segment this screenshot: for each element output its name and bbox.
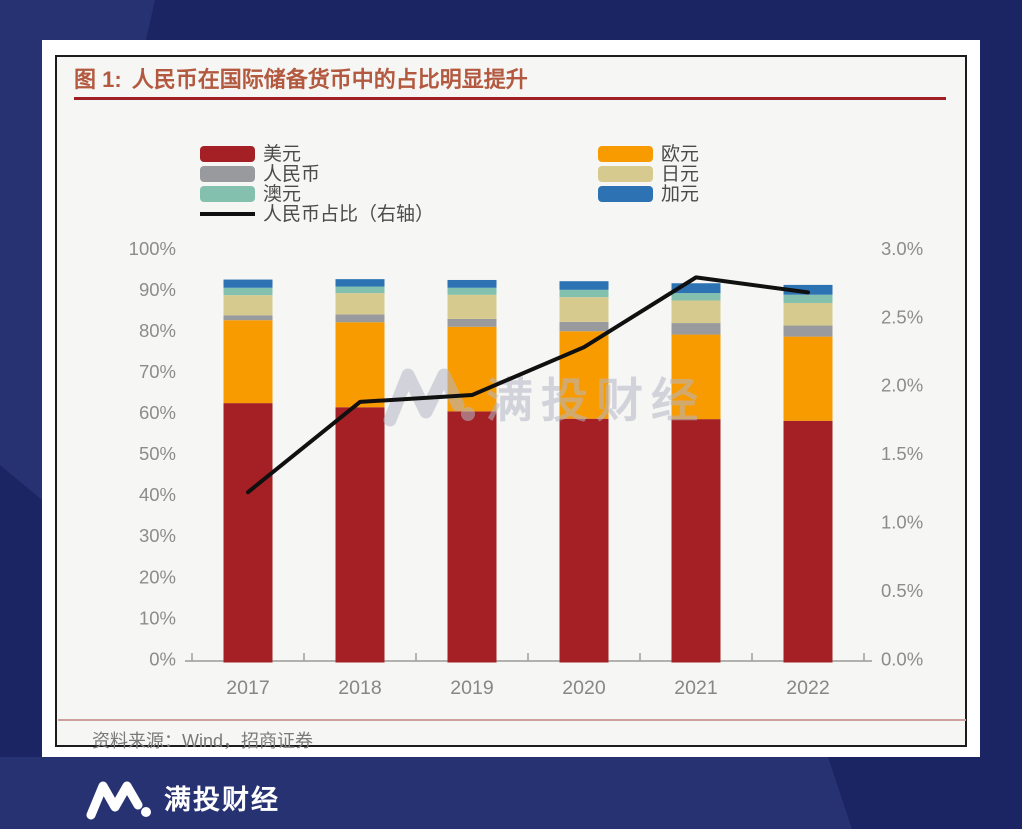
bar-segment-cad-2021 [671, 283, 721, 294]
bar-segment-rmb-2019 [447, 318, 497, 327]
bar-segment-jpy-2019 [447, 294, 497, 319]
legend-item-aud: 澳元 [200, 184, 301, 204]
bar-segment-usd-2021 [671, 419, 721, 663]
left-axis-tick-label: 30% [139, 525, 176, 546]
chart: 满投财经 100% 90% 80% 70% 60% 50% 40% 30% 20% 10% 0% 3.0… [129, 238, 924, 699]
legend-color-swatch [200, 166, 255, 182]
brand-name: 满投财经 [164, 784, 280, 815]
source-divider-line [58, 719, 966, 721]
x-axis-category-label: 2020 [562, 677, 606, 699]
figure-title-row: 图 1: 人民币在国际储备货币中的占比明显提升 [74, 62, 528, 94]
bar-segment-jpy-2020 [559, 297, 609, 322]
bar-segment-cad-2018 [335, 279, 385, 287]
line-series-rmb-share [246, 275, 810, 495]
bar-segment-usd-2019 [447, 411, 497, 663]
watermark: 满投财经 [383, 368, 706, 427]
figure-label: 图 1: [74, 67, 122, 92]
bar-segment-usd-2022 [783, 420, 833, 663]
bar-segment-aud-2021 [671, 293, 721, 301]
bar-segment-aud-2018 [335, 286, 385, 294]
legend-color-swatch [598, 146, 653, 162]
left-axis-tick-label: 80% [139, 320, 176, 341]
bar-segment-jpy-2018 [335, 293, 385, 315]
title-underline [74, 97, 946, 100]
bar-segment-usd-2020 [559, 418, 609, 663]
bar-segment-jpy-2021 [671, 300, 721, 324]
legend-label: 日元 [661, 163, 700, 185]
source-text: 资料来源：Wind，招商证券 [92, 731, 314, 751]
left-axis-tick-label: 70% [139, 361, 176, 382]
bar-segment-aud-2020 [559, 289, 609, 298]
bar-segment-cad-2019 [447, 279, 497, 288]
right-axis-tick-label: 0.0% [881, 648, 923, 669]
x-axis-category-label: 2021 [674, 677, 717, 699]
legend-color-swatch [598, 166, 653, 182]
legend-label: 澳元 [263, 183, 302, 205]
legend-label: 欧元 [661, 143, 700, 165]
left-axis-tick-label: 90% [139, 279, 176, 300]
legend-line-symbol [200, 212, 255, 216]
legend-item-usd: 美元 [200, 144, 301, 164]
legend-item-rmb: 人民币 [200, 164, 320, 184]
legend-item-cad: 加元 [598, 184, 699, 204]
figure-title: 人民币在国际储备货币中的占比明显提升 [131, 67, 528, 92]
bar-segment-jpy-2017 [223, 295, 273, 316]
left-axis-tick-label: 100% [129, 238, 176, 259]
bar-segment-rmb-2022 [783, 325, 833, 337]
bar-segment-aud-2019 [447, 287, 497, 295]
bar-segment-eur-2018 [335, 322, 385, 408]
legend-label: 人民币 [263, 163, 321, 185]
bar-segment-rmb-2017 [223, 315, 273, 321]
bar-segment-eur-2022 [783, 336, 833, 421]
x-axis-category-label: 2022 [786, 677, 829, 699]
bar-segment-cad-2020 [559, 281, 609, 290]
right-axis-tick-label: 2.5% [881, 306, 923, 327]
right-axis-tick-label: 0.5% [881, 580, 923, 601]
legend-item-eur: 欧元 [598, 144, 699, 164]
bar-segment-eur-2021 [671, 334, 721, 420]
legend-color-swatch [598, 186, 653, 202]
x-axis-category-label: 2018 [338, 677, 381, 699]
left-axis-tick-label: 60% [139, 402, 176, 423]
right-axis-tick-label: 1.5% [881, 443, 923, 464]
bar-segment-rmb-2018 [335, 314, 385, 323]
bar-segment-usd-2017 [223, 403, 273, 663]
watermark-text: 满投财经 [486, 374, 706, 427]
bar-segment-eur-2017 [223, 320, 273, 404]
left-axis-tick-label: 20% [139, 566, 176, 587]
bar-segment-usd-2018 [335, 407, 385, 663]
brand-m-logo-icon [86, 781, 151, 820]
left-axis-tick-label: 0% [149, 648, 176, 669]
bar-segment-aud-2022 [783, 294, 833, 303]
watermark-m-logo-icon [383, 368, 465, 427]
legend-item-jpy: 日元 [598, 164, 699, 184]
legend-color-swatch [200, 186, 255, 202]
legend-label: 美元 [263, 143, 302, 165]
right-axis-tick-label: 2.0% [881, 375, 923, 396]
footer-brand: 满投财经 [86, 778, 280, 822]
legend-item-rmb-share-line: 人民币占比（右轴） [200, 204, 434, 224]
watermark-logo-dot [461, 407, 475, 421]
legend-label: 加元 [661, 183, 700, 205]
left-axis-tick-label: 40% [139, 484, 176, 505]
bar-segment-aud-2017 [223, 287, 273, 296]
x-axis-category-label: 2017 [226, 677, 269, 699]
left-axis-tick-label: 50% [139, 443, 176, 464]
bar-segment-cad-2017 [223, 279, 273, 288]
right-axis-tick-label: 1.0% [881, 512, 923, 533]
left-axis-tick-label: 10% [139, 607, 176, 628]
bar-segment-cad-2022 [783, 284, 833, 295]
bar-segment-rmb-2021 [671, 323, 721, 335]
bar-segment-jpy-2022 [783, 302, 833, 326]
x-axis-category-label: 2019 [450, 677, 493, 699]
legend-label: 人民币占比（右轴） [263, 203, 435, 225]
bar-segment-rmb-2020 [559, 321, 609, 332]
right-axis-tick-label: 3.0% [881, 238, 923, 259]
legend-color-swatch [200, 146, 255, 162]
